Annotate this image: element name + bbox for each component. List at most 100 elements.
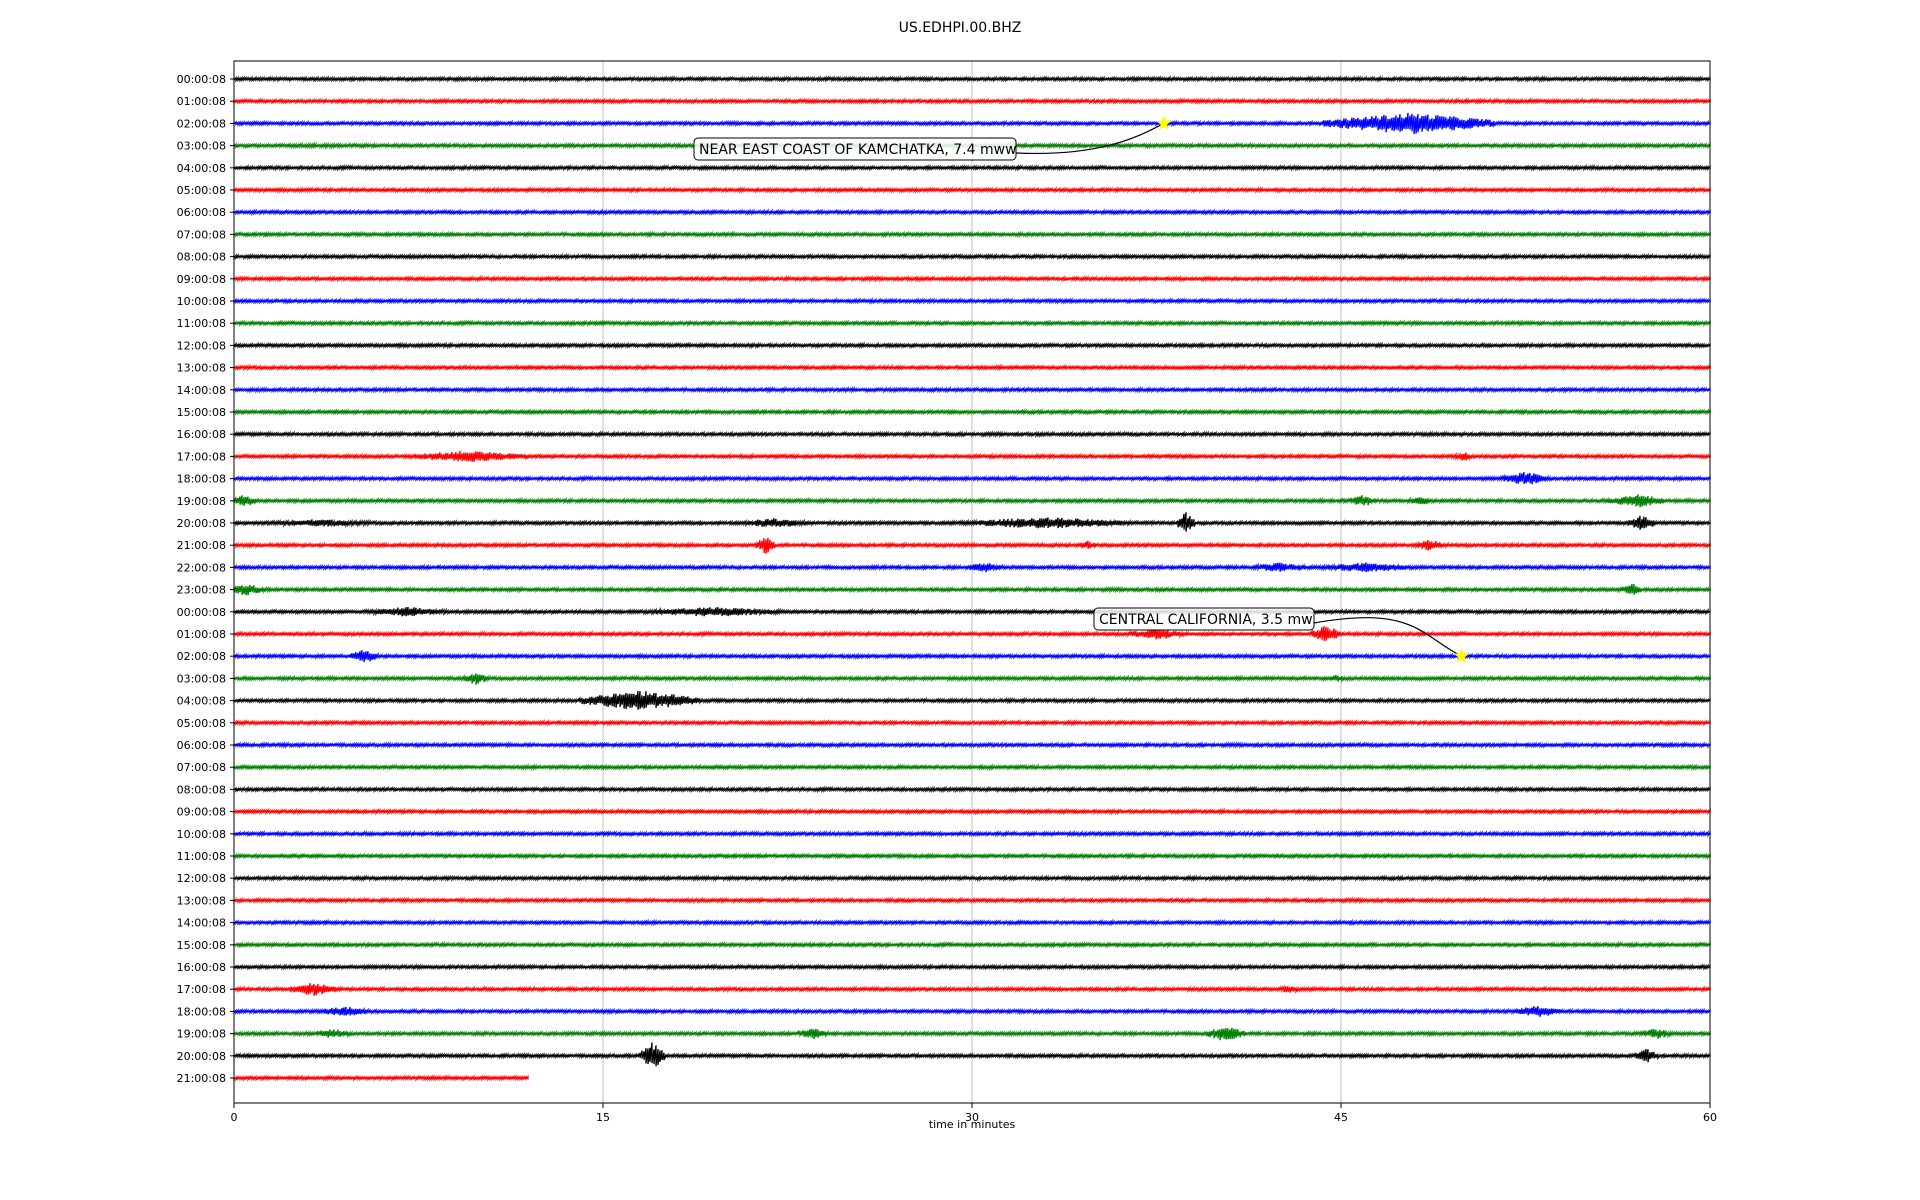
event-annotations: NEAR EAST COAST OF KAMCHATKA, 7.4 mww CEN… xyxy=(693,115,1470,663)
y-tick-label: 00:00:08 xyxy=(177,73,226,86)
y-tick-label: 07:00:08 xyxy=(177,228,226,241)
y-tick-label: 07:00:08 xyxy=(177,761,226,774)
trace-row xyxy=(233,606,1711,617)
y-tick-label: 03:00:08 xyxy=(177,672,226,685)
event-connector xyxy=(1313,617,1462,657)
event-connector xyxy=(1015,122,1165,155)
y-tick-label: 08:00:08 xyxy=(177,783,226,796)
trace-row xyxy=(233,1074,529,1082)
x-tick-label: 60 xyxy=(1703,1111,1717,1124)
event-star-marker xyxy=(1156,115,1172,130)
y-tick-label: 02:00:08 xyxy=(177,117,226,130)
y-tick-label: 17:00:08 xyxy=(177,983,226,996)
y-tick-label: 17:00:08 xyxy=(177,450,226,463)
y-tick-label: 04:00:08 xyxy=(177,695,226,708)
x-axis-label: time in minutes xyxy=(928,1118,1016,1131)
y-tick-label: 13:00:08 xyxy=(177,894,226,907)
y-tick-label: 16:00:08 xyxy=(177,961,226,974)
trace-row xyxy=(233,626,1711,641)
y-tick-label: 02:00:08 xyxy=(177,650,226,663)
y-tick-label: 13:00:08 xyxy=(177,362,226,375)
trace-row xyxy=(233,274,1711,283)
trace-row xyxy=(233,97,1711,106)
trace-row xyxy=(233,230,1711,239)
trace-row xyxy=(233,186,1711,194)
trace-row xyxy=(233,829,1711,838)
y-tick-label: 20:00:08 xyxy=(177,1050,226,1063)
trace-row xyxy=(233,537,1711,554)
y-tick-label: 16:00:08 xyxy=(177,428,226,441)
trace-row xyxy=(233,562,1711,573)
x-tick-label: 0 xyxy=(231,1111,238,1124)
trace-row xyxy=(233,940,1711,949)
y-tick-label: 11:00:08 xyxy=(177,850,226,863)
y-tick-label: 19:00:08 xyxy=(177,495,226,508)
y-tick-label: 14:00:08 xyxy=(177,384,226,397)
y-tick-label: 00:00:08 xyxy=(177,606,226,619)
y-tick-label: 06:00:08 xyxy=(177,739,226,752)
y-tick-label: 10:00:08 xyxy=(177,828,226,841)
x-tick-label: 45 xyxy=(1334,1111,1348,1124)
y-tick-label: 20:00:08 xyxy=(177,517,226,530)
y-tick-label: 22:00:08 xyxy=(177,561,226,574)
x-tick-label: 15 xyxy=(596,1111,610,1124)
trace-row xyxy=(233,494,1711,508)
trace-row xyxy=(233,1042,1711,1067)
trace-row xyxy=(233,741,1711,749)
y-tick-label: 18:00:08 xyxy=(177,473,226,486)
y-tick-label: 12:00:08 xyxy=(177,872,226,885)
trace-row xyxy=(233,852,1711,860)
y-tick-label: 12:00:08 xyxy=(177,339,226,352)
trace-row xyxy=(233,341,1711,350)
chart-title: US.EDHPI.00.BHZ xyxy=(898,20,1022,36)
y-tick-label: 03:00:08 xyxy=(177,140,226,153)
trace-row xyxy=(233,690,1711,710)
y-tick-label: 14:00:08 xyxy=(177,917,226,930)
trace-row xyxy=(233,918,1711,927)
trace-row xyxy=(233,718,1711,727)
y-tick-label: 21:00:08 xyxy=(177,1072,226,1085)
trace-row xyxy=(233,1006,1711,1017)
trace-row xyxy=(233,297,1711,305)
y-tick-label: 01:00:08 xyxy=(177,628,226,641)
y-tick-label: 01:00:08 xyxy=(177,95,226,108)
trace-row xyxy=(233,75,1711,83)
trace-row xyxy=(233,471,1711,485)
y-tick-label: 06:00:08 xyxy=(177,206,226,219)
trace-row xyxy=(233,385,1711,394)
x-tick-label: 30 xyxy=(965,1111,979,1124)
y-tick-label: 15:00:08 xyxy=(177,939,226,952)
trace-row xyxy=(233,208,1711,217)
trace-row xyxy=(233,982,1711,996)
trace-row xyxy=(233,512,1711,532)
trace-rows xyxy=(233,75,1711,1082)
trace-row xyxy=(233,450,1711,463)
y-tick-label: 18:00:08 xyxy=(177,1005,226,1018)
trace-row xyxy=(233,430,1711,439)
trace-row xyxy=(233,163,1711,172)
event-label: CENTRAL CALIFORNIA, 3.5 mw xyxy=(1099,612,1313,628)
y-tick-label: 05:00:08 xyxy=(177,184,226,197)
trace-row xyxy=(233,896,1711,905)
event-star-marker xyxy=(1453,648,1470,663)
y-tick-label: 23:00:08 xyxy=(177,584,226,597)
trace-row xyxy=(233,112,1711,135)
event-label-box xyxy=(693,137,1017,161)
y-tick-label: 09:00:08 xyxy=(177,273,226,286)
trace-row xyxy=(233,252,1711,261)
trace-row xyxy=(233,807,1711,816)
event-label-box xyxy=(1093,607,1315,631)
trace-row xyxy=(233,1027,1711,1041)
axes: 00:00:08 01:00:08 02:00:08 03:00:08 04:00:08… xyxy=(177,60,1717,1124)
y-tick-label: 09:00:08 xyxy=(177,806,226,819)
trace-row xyxy=(233,319,1711,328)
y-tick-label: 21:00:08 xyxy=(177,539,226,552)
y-tick-label: 05:00:08 xyxy=(177,717,226,730)
trace-row xyxy=(233,408,1711,416)
trace-row xyxy=(233,874,1711,883)
y-tick-label: 19:00:08 xyxy=(177,1028,226,1041)
y-tick-label: 04:00:08 xyxy=(177,162,226,175)
trace-row xyxy=(233,963,1711,971)
y-tick-label: 10:00:08 xyxy=(177,295,226,308)
